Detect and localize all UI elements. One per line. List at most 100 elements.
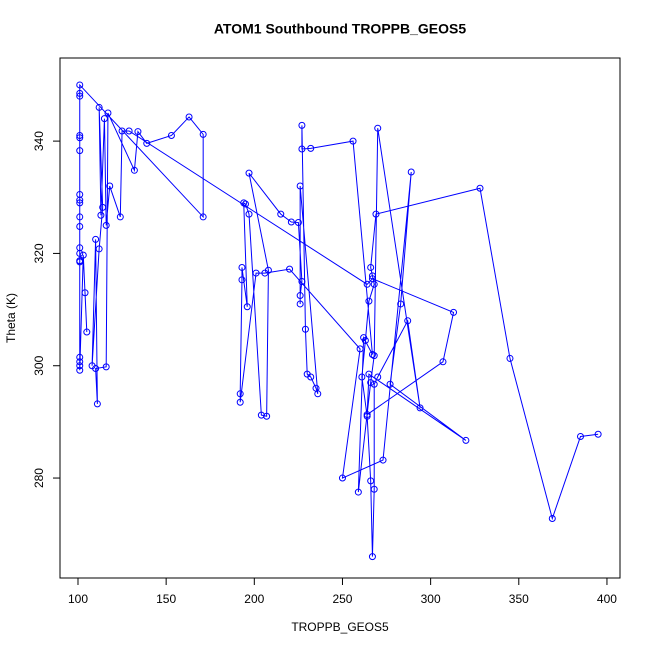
point: [240, 199, 248, 207]
x-tick-label: 250: [332, 592, 352, 606]
point: [368, 275, 376, 283]
point: [374, 373, 382, 381]
point: [83, 328, 91, 336]
point: [257, 411, 265, 419]
point: [450, 308, 458, 316]
point: [76, 89, 84, 97]
point: [238, 276, 246, 284]
point: [185, 113, 193, 121]
point: [287, 218, 295, 226]
point: [296, 182, 304, 190]
point: [338, 474, 346, 482]
y-tick-label: 340: [32, 131, 46, 151]
point: [92, 365, 100, 373]
point: [100, 115, 108, 123]
chart-title: ATOM1 Southbound TROPPB_GEOS5: [214, 21, 466, 37]
x-tick-label: 200: [244, 592, 264, 606]
point: [76, 92, 84, 100]
point: [236, 398, 244, 406]
point: [76, 353, 84, 361]
point: [93, 400, 101, 408]
point: [76, 147, 84, 155]
y-tick-label: 320: [32, 243, 46, 263]
point: [296, 300, 304, 308]
point: [99, 203, 107, 211]
point: [116, 213, 124, 221]
point: [368, 351, 376, 359]
point: [368, 272, 376, 280]
x-tick-label: 150: [156, 592, 176, 606]
plot-frame: [59, 57, 621, 579]
point: [363, 411, 371, 419]
point: [439, 358, 447, 366]
point: [76, 358, 84, 366]
point: [298, 145, 306, 153]
point: [548, 514, 556, 522]
point: [261, 269, 269, 277]
point: [397, 300, 405, 308]
point: [76, 222, 84, 230]
point: [298, 277, 306, 285]
x-axis-label: TROPPB_GEOS5: [291, 620, 389, 634]
point: [349, 137, 357, 145]
point: [199, 213, 207, 221]
point: [130, 166, 138, 174]
point: [92, 235, 100, 243]
point: [307, 144, 315, 152]
point: [167, 131, 175, 139]
point: [356, 345, 364, 353]
point: [416, 404, 424, 412]
point: [298, 121, 306, 129]
point: [462, 436, 470, 444]
point: [506, 354, 514, 362]
point: [236, 390, 244, 398]
point: [238, 263, 246, 271]
point: [106, 182, 114, 190]
point: [368, 553, 376, 561]
point: [365, 297, 373, 305]
point: [370, 485, 378, 493]
point: [245, 210, 253, 218]
point: [241, 200, 249, 208]
point: [102, 363, 110, 371]
point: [277, 210, 285, 218]
point: [404, 317, 412, 325]
point: [358, 373, 366, 381]
point: [104, 109, 112, 117]
point: [476, 184, 484, 192]
point: [76, 213, 84, 221]
point: [386, 380, 394, 388]
point: [252, 269, 260, 277]
x-tick-label: 400: [597, 592, 617, 606]
x-tick-label: 300: [421, 592, 441, 606]
point: [143, 139, 151, 147]
point: [79, 251, 87, 259]
point: [594, 430, 602, 438]
point: [118, 127, 126, 135]
point: [296, 292, 304, 300]
x-tick-label: 350: [509, 592, 529, 606]
point: [301, 325, 309, 333]
point: [407, 168, 415, 176]
point: [286, 265, 294, 273]
point: [76, 131, 84, 139]
point: [370, 352, 378, 360]
point: [363, 280, 371, 288]
point: [102, 221, 110, 229]
point: [76, 366, 84, 374]
point: [307, 373, 315, 381]
point: [245, 169, 253, 177]
point: [577, 432, 585, 440]
point: [134, 128, 142, 136]
y-axis-label: Theta (K): [4, 293, 18, 343]
y-tick-label: 280: [32, 468, 46, 488]
x-tick-label: 100: [68, 592, 88, 606]
point: [367, 477, 375, 485]
point: [365, 370, 373, 378]
point: [379, 456, 387, 464]
point: [76, 81, 84, 89]
point: [314, 390, 322, 398]
point: [97, 211, 105, 219]
